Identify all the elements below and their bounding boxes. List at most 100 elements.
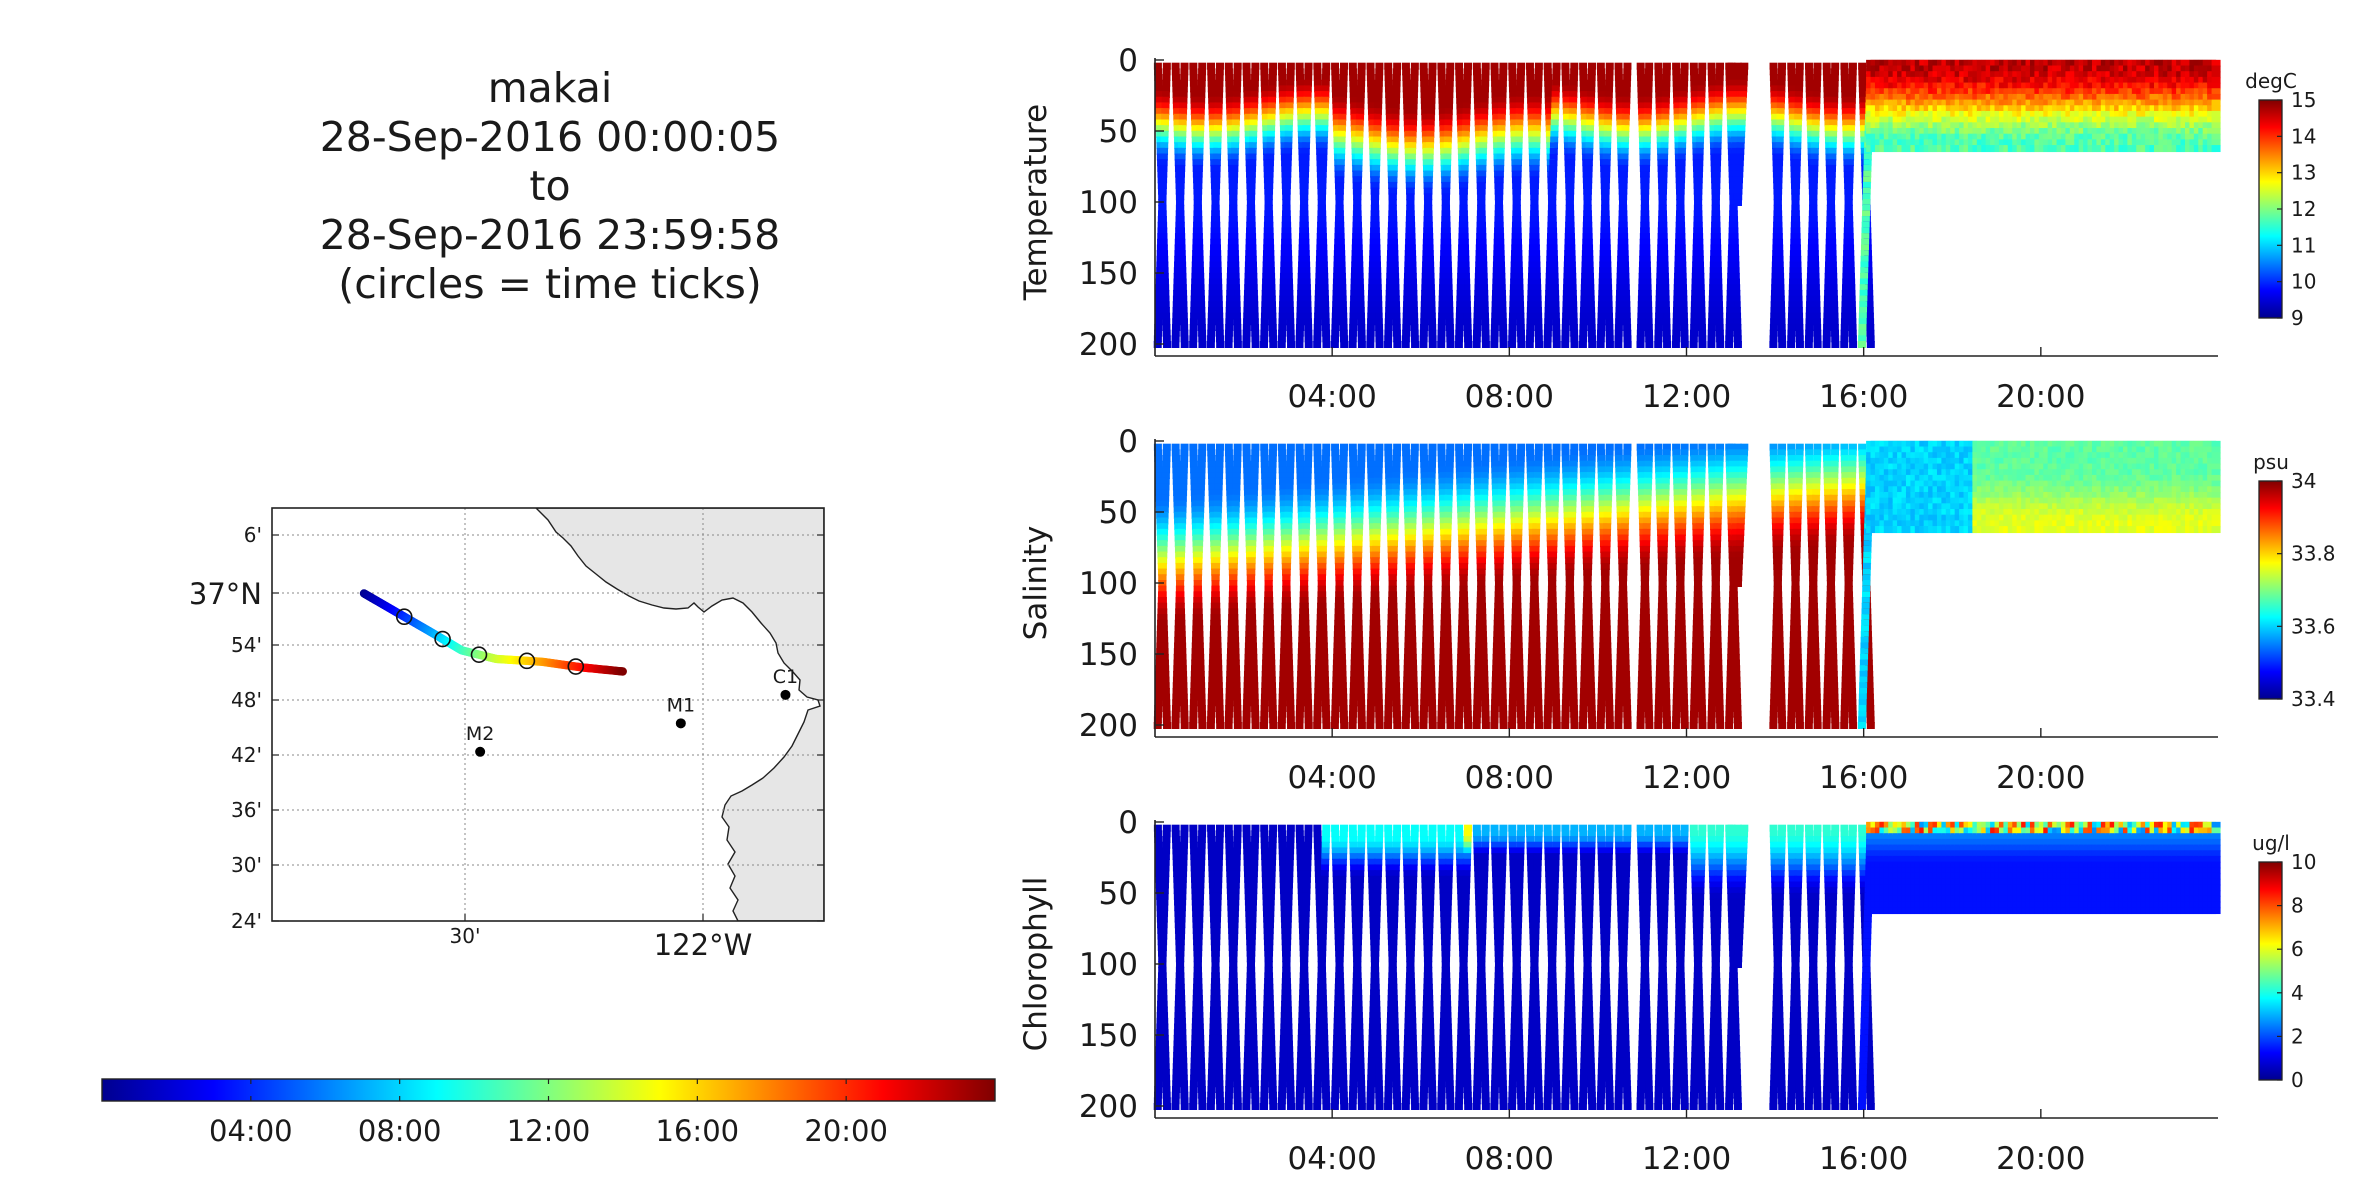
data-point <box>1738 96 1747 104</box>
data-point <box>1322 341 1331 348</box>
data-point <box>1295 68 1304 76</box>
data-point <box>1678 130 1687 138</box>
data-point <box>1736 147 1745 155</box>
data-point <box>1694 176 1703 184</box>
data-point <box>1491 318 1500 326</box>
data-point <box>1511 227 1520 235</box>
data-point <box>1828 153 1837 161</box>
map-lon-label: 30' <box>450 924 481 948</box>
data-point <box>1640 227 1649 235</box>
data-point <box>1738 102 1747 110</box>
data-point <box>1296 102 1305 110</box>
data-point <box>1178 136 1187 144</box>
data-point <box>1693 233 1702 241</box>
data-point <box>1387 221 1396 229</box>
data-point <box>1233 341 1242 348</box>
data-point <box>1673 289 1682 297</box>
data-point <box>1419 68 1428 76</box>
data-point <box>1372 153 1381 161</box>
data-point <box>1180 62 1189 70</box>
data-point <box>1409 113 1418 121</box>
data-point <box>1425 170 1434 178</box>
data-point <box>1196 278 1205 286</box>
data-point <box>1860 130 1869 138</box>
data-point <box>1437 74 1446 82</box>
data-point <box>1638 289 1647 297</box>
data-point <box>1597 85 1606 93</box>
data-point <box>1295 335 1304 343</box>
data-point <box>1161 102 1170 110</box>
data-point <box>1698 335 1707 343</box>
data-point <box>1730 125 1739 133</box>
data-point <box>1286 68 1295 76</box>
data-point <box>1410 318 1419 326</box>
data-point <box>1772 244 1781 252</box>
data-point <box>1302 272 1311 280</box>
data-point <box>1196 284 1205 292</box>
data-point <box>1423 210 1432 218</box>
data-point <box>1196 295 1205 303</box>
data-point <box>1548 176 1557 184</box>
data-point <box>1582 233 1591 241</box>
data-point <box>1525 335 1534 343</box>
data-point <box>1284 119 1293 127</box>
data-point <box>1690 79 1699 87</box>
data-point <box>1302 267 1311 275</box>
data-point <box>1295 341 1304 348</box>
data-point <box>1172 306 1181 314</box>
data-point <box>1230 153 1239 161</box>
data-point <box>1641 187 1650 195</box>
data-point <box>1823 74 1832 82</box>
data-point <box>1822 329 1831 337</box>
data-point <box>1171 74 1180 82</box>
data-point <box>1231 267 1240 275</box>
data-point <box>1513 181 1522 189</box>
data-point <box>1641 193 1650 201</box>
data-point <box>1697 85 1706 93</box>
data-point <box>1615 312 1624 320</box>
data-point <box>1642 147 1651 155</box>
data-point <box>1300 176 1309 184</box>
data-point <box>1321 79 1330 87</box>
data-point <box>1509 96 1518 104</box>
data-point <box>1491 91 1500 99</box>
data-point <box>1174 250 1183 258</box>
data-point <box>1847 278 1856 286</box>
data-point <box>1525 341 1534 348</box>
data-point <box>1830 312 1839 320</box>
data-point <box>1656 261 1665 269</box>
data-point <box>1498 295 1507 303</box>
data-point <box>1445 301 1454 309</box>
data-point <box>1726 284 1735 292</box>
data-point <box>1409 119 1418 127</box>
title-start-time: 28-Sep-2016 00:00:05 <box>319 113 781 161</box>
data-point <box>1840 329 1849 337</box>
data-point <box>1225 74 1234 82</box>
data-point <box>1662 329 1671 337</box>
data-point <box>1280 130 1289 138</box>
data-point <box>1516 85 1525 93</box>
data-point <box>1194 187 1203 195</box>
data-point <box>1616 119 1625 127</box>
data-point <box>1439 261 1448 269</box>
data-point <box>1193 204 1202 212</box>
data-point <box>1250 96 1259 104</box>
data-point <box>1725 318 1734 326</box>
data-point <box>1638 261 1647 269</box>
data-point <box>1866 318 1875 326</box>
data-point <box>1807 130 1816 138</box>
data-point <box>1829 284 1838 292</box>
data-point <box>1639 233 1648 241</box>
data-point <box>1374 91 1383 99</box>
data-point <box>1564 238 1573 246</box>
data-point <box>1190 312 1199 320</box>
data-point <box>1508 74 1517 82</box>
data-point <box>1428 79 1437 87</box>
data-point <box>1427 295 1436 303</box>
data-point <box>1337 125 1346 133</box>
data-point <box>1209 125 1218 133</box>
data-point <box>1314 295 1323 303</box>
data-point <box>1864 278 1873 286</box>
data-point <box>1841 102 1850 110</box>
data-point <box>1550 119 1559 127</box>
